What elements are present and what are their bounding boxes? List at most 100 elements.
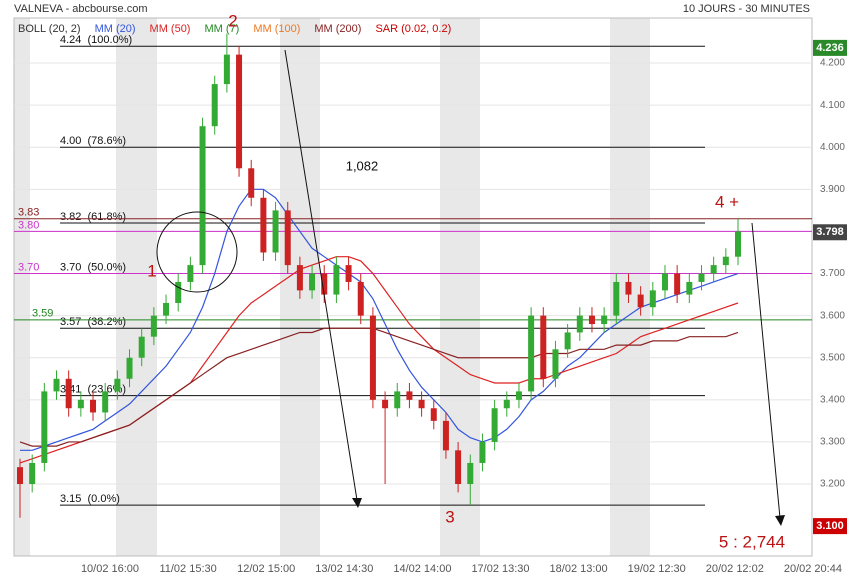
candle-body [674, 273, 681, 295]
candle-body [503, 399, 510, 409]
candle-body [722, 256, 729, 266]
y-tick-label: 3.500 [820, 352, 845, 363]
ma-line [20, 188, 739, 451]
candle-body [138, 336, 145, 358]
candle-body [552, 349, 559, 379]
price-marker [813, 518, 847, 535]
candle-body [637, 294, 644, 308]
candle-body [710, 265, 717, 274]
candle-body [406, 391, 413, 400]
annotation-arrow [751, 222, 781, 519]
annotation: 5 : 2,744 [719, 532, 785, 551]
y-tick-label: 3.400 [820, 394, 845, 405]
annotation: 2 [228, 11, 237, 30]
candle-body [248, 168, 255, 198]
annotation: 3 [445, 507, 454, 526]
plot-frame [13, 17, 813, 557]
level-label: 3.59 [32, 308, 53, 320]
x-tick-label: 20/02 12:02 [706, 563, 764, 575]
candle-body [309, 273, 316, 291]
level-label: 3.83 [18, 207, 39, 219]
candle-body [236, 54, 243, 169]
y-tick-label: 3.900 [820, 184, 845, 195]
candle-body [199, 126, 206, 266]
fibonacci-label: 4.00 (78.6%) [60, 135, 126, 147]
candle-body [698, 273, 705, 282]
candle-body [613, 281, 620, 316]
price-marker [813, 224, 847, 241]
y-tick-label: 4.100 [820, 100, 845, 111]
candle-body [77, 399, 84, 409]
candle-body [564, 332, 571, 350]
candle-body [114, 378, 121, 392]
level-label: 3.70 [18, 261, 39, 273]
candle-body [321, 273, 328, 295]
candle-body [29, 462, 36, 485]
price-marker-label: 3.100 [816, 520, 844, 532]
x-tick-label: 17/02 13:30 [471, 563, 529, 575]
candle-body [528, 315, 535, 392]
candle-body [661, 273, 668, 291]
annotation-arrow [284, 49, 358, 501]
day-band [14, 18, 30, 556]
candle-body [540, 315, 547, 379]
candle-body [455, 450, 462, 485]
legend-entry: MM (100) [253, 23, 300, 35]
fibonacci-label: 3.15 (0.0%) [60, 493, 120, 505]
day-band [116, 18, 157, 556]
fibonacci-label: 3.57 (38.2%) [60, 316, 126, 328]
candle-body [649, 290, 656, 308]
x-tick-label: 13/02 14:30 [315, 563, 373, 575]
candle-body [576, 315, 583, 333]
price-marker [813, 39, 847, 56]
y-tick-label: 3.200 [820, 479, 845, 490]
candle-body [357, 281, 364, 316]
candle-body [65, 378, 72, 409]
price-marker-label: 3.798 [816, 226, 844, 238]
candle-body [601, 315, 608, 325]
candle-body [735, 231, 741, 257]
arrow-head [775, 515, 785, 526]
x-tick-label: 10/02 16:00 [81, 563, 139, 575]
candle-body [53, 378, 60, 392]
candle-body [175, 281, 182, 303]
price-marker-label: 4.236 [816, 42, 844, 54]
candle-body [686, 281, 693, 295]
fibonacci-label: 3.70 (50.0%) [60, 261, 126, 273]
x-tick-label: 11/02 15:30 [159, 563, 216, 575]
candle-body [467, 462, 474, 485]
candle-body [442, 420, 449, 451]
candle-body [296, 265, 303, 291]
annotation: 1 [147, 261, 156, 280]
ma-line [19, 327, 739, 447]
candle-body [126, 357, 133, 379]
legend-entry: BOLL (20, 2) [18, 23, 81, 35]
candle-body [418, 399, 425, 409]
y-tick-label: 3.600 [820, 310, 845, 321]
candle-body [491, 408, 498, 442]
arrow-head [352, 498, 362, 508]
candle-body [187, 265, 194, 282]
x-tick-label: 18/02 13:00 [550, 563, 608, 575]
level-label: 3.80 [18, 219, 39, 231]
annotation: 1,082 [346, 158, 379, 173]
fibonacci-label: 4.24 (100.0%) [60, 34, 132, 46]
y-tick-label: 3.300 [820, 437, 845, 448]
legend-entry: MM (50) [150, 23, 191, 35]
candle-body [102, 391, 109, 413]
legend-entry: SAR (0.02, 0.2) [375, 23, 451, 35]
candle-body [394, 391, 401, 409]
candle-body [41, 391, 48, 463]
candle-body [588, 315, 595, 325]
candle-body [284, 210, 291, 266]
candle-body [333, 265, 340, 295]
candle-body [272, 210, 279, 253]
candle-body [17, 467, 23, 485]
candle-body [430, 408, 437, 421]
annotation: 4 + [715, 192, 739, 211]
annotation-circle [156, 211, 238, 293]
candle-body [382, 399, 389, 409]
legend-entry: MM (7) [204, 23, 239, 35]
candle-body [515, 391, 522, 400]
candle-body [260, 197, 267, 253]
